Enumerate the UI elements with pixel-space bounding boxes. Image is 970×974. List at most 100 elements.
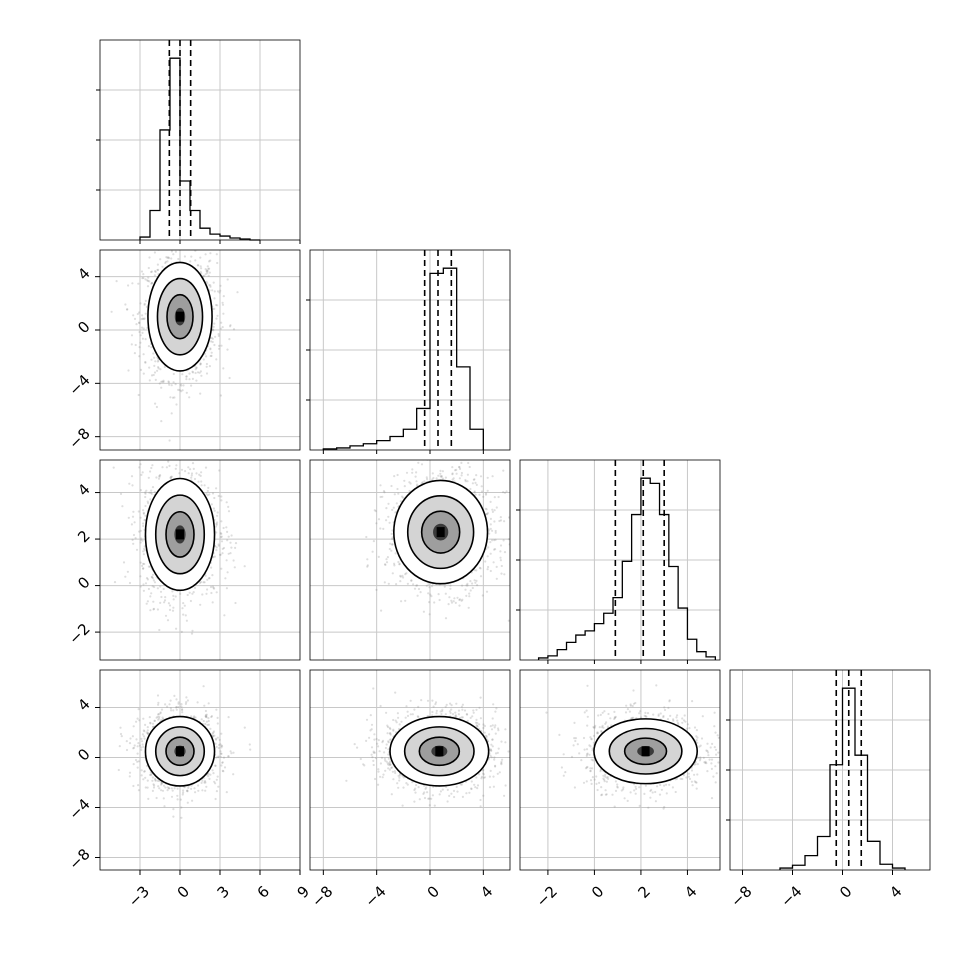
scatter-point	[153, 365, 155, 367]
scatter-point	[177, 798, 179, 800]
scatter-point	[149, 595, 151, 597]
scatter-point	[383, 490, 385, 492]
scatter-point	[140, 369, 142, 371]
scatter-point	[157, 713, 159, 715]
scatter-point	[458, 605, 460, 607]
scatter-point	[512, 553, 514, 555]
scatter-point	[124, 303, 126, 305]
scatter-point	[173, 373, 175, 375]
scatter-point	[176, 709, 178, 711]
scatter-point	[195, 226, 197, 228]
scatter-point	[139, 463, 141, 465]
pair-panel-1-2	[310, 434, 556, 660]
scatter-point	[191, 244, 193, 246]
scatter-point	[365, 536, 367, 538]
scatter-point	[158, 629, 160, 631]
pair-0-peak-bin	[176, 312, 184, 322]
scatter-point	[151, 576, 153, 578]
scatter-point	[170, 477, 172, 479]
scatter-point	[190, 256, 192, 258]
scatter-point	[226, 559, 228, 561]
scatter-point	[490, 501, 492, 503]
scatter-point	[137, 283, 139, 285]
scatter-point	[127, 369, 129, 371]
scatter-point	[184, 605, 186, 607]
scatter-point	[475, 494, 477, 496]
scatter-point	[210, 586, 212, 588]
scatter-point	[499, 550, 501, 552]
scatter-point	[208, 778, 210, 780]
scatter-point	[493, 520, 495, 522]
scatter-point	[194, 791, 196, 793]
scatter-point	[430, 595, 432, 597]
scatter-point	[149, 470, 151, 472]
scatter-point	[429, 613, 431, 615]
pair-0-plot-area	[111, 215, 239, 442]
scatter-point	[418, 588, 420, 590]
scatter-point	[140, 562, 142, 564]
scatter-point	[491, 509, 493, 511]
scatter-point	[138, 466, 140, 468]
scatter-point	[200, 471, 202, 473]
scatter-point	[182, 384, 184, 386]
scatter-point	[439, 470, 441, 472]
scatter-point	[218, 495, 220, 497]
scatter-point	[442, 478, 444, 480]
scatter-point	[215, 304, 217, 306]
scatter-point	[145, 490, 147, 492]
hist-2-steps	[539, 478, 716, 660]
scatter-point	[126, 749, 128, 751]
scatter-point	[500, 559, 502, 561]
scatter-point	[143, 553, 145, 555]
scatter-point	[188, 472, 190, 474]
scatter-point	[113, 467, 115, 469]
scatter-point	[178, 472, 180, 474]
pair-2-plot-area	[365, 434, 556, 622]
scatter-point	[487, 490, 489, 492]
scatter-point	[469, 466, 471, 468]
scatter-point	[189, 468, 191, 470]
scatter-point	[444, 586, 446, 588]
scatter-point	[445, 617, 447, 619]
scatter-point	[488, 533, 490, 535]
scatter-point	[388, 583, 390, 585]
scatter-point	[147, 600, 149, 602]
scatter-point	[187, 594, 189, 596]
scatter-point	[385, 519, 387, 521]
scatter-point	[180, 799, 182, 801]
scatter-point	[116, 280, 118, 282]
scatter-point	[151, 493, 153, 495]
scatter-point	[184, 470, 186, 472]
scatter-point	[459, 477, 461, 479]
scatter-point	[114, 581, 116, 583]
scatter-point	[161, 266, 163, 268]
scatter-point	[504, 492, 506, 494]
scatter-point	[456, 473, 458, 475]
scatter-point	[234, 602, 236, 604]
scatter-point	[186, 392, 188, 394]
scatter-point	[168, 703, 170, 705]
scatter-point	[137, 753, 139, 755]
scatter-point	[200, 475, 202, 477]
hist-panel-0	[96, 40, 300, 244]
scatter-point	[466, 480, 468, 482]
scatter-point	[508, 538, 510, 540]
scatter-point	[193, 591, 195, 593]
scatter-point	[494, 509, 496, 511]
scatter-point	[441, 475, 443, 477]
scatter-point	[140, 474, 142, 476]
scatter-point	[144, 738, 146, 740]
scatter-point	[494, 496, 496, 498]
scatter-point	[210, 447, 212, 449]
scatter-point	[449, 585, 451, 587]
scatter-point	[460, 462, 462, 464]
scatter-point	[415, 480, 417, 482]
scatter-point	[209, 245, 211, 247]
scatter-point	[380, 610, 382, 612]
scatter-point	[177, 788, 179, 790]
scatter-point	[169, 455, 171, 457]
scatter-point	[229, 325, 231, 327]
scatter-point	[489, 541, 491, 543]
scatter-point	[154, 371, 156, 373]
